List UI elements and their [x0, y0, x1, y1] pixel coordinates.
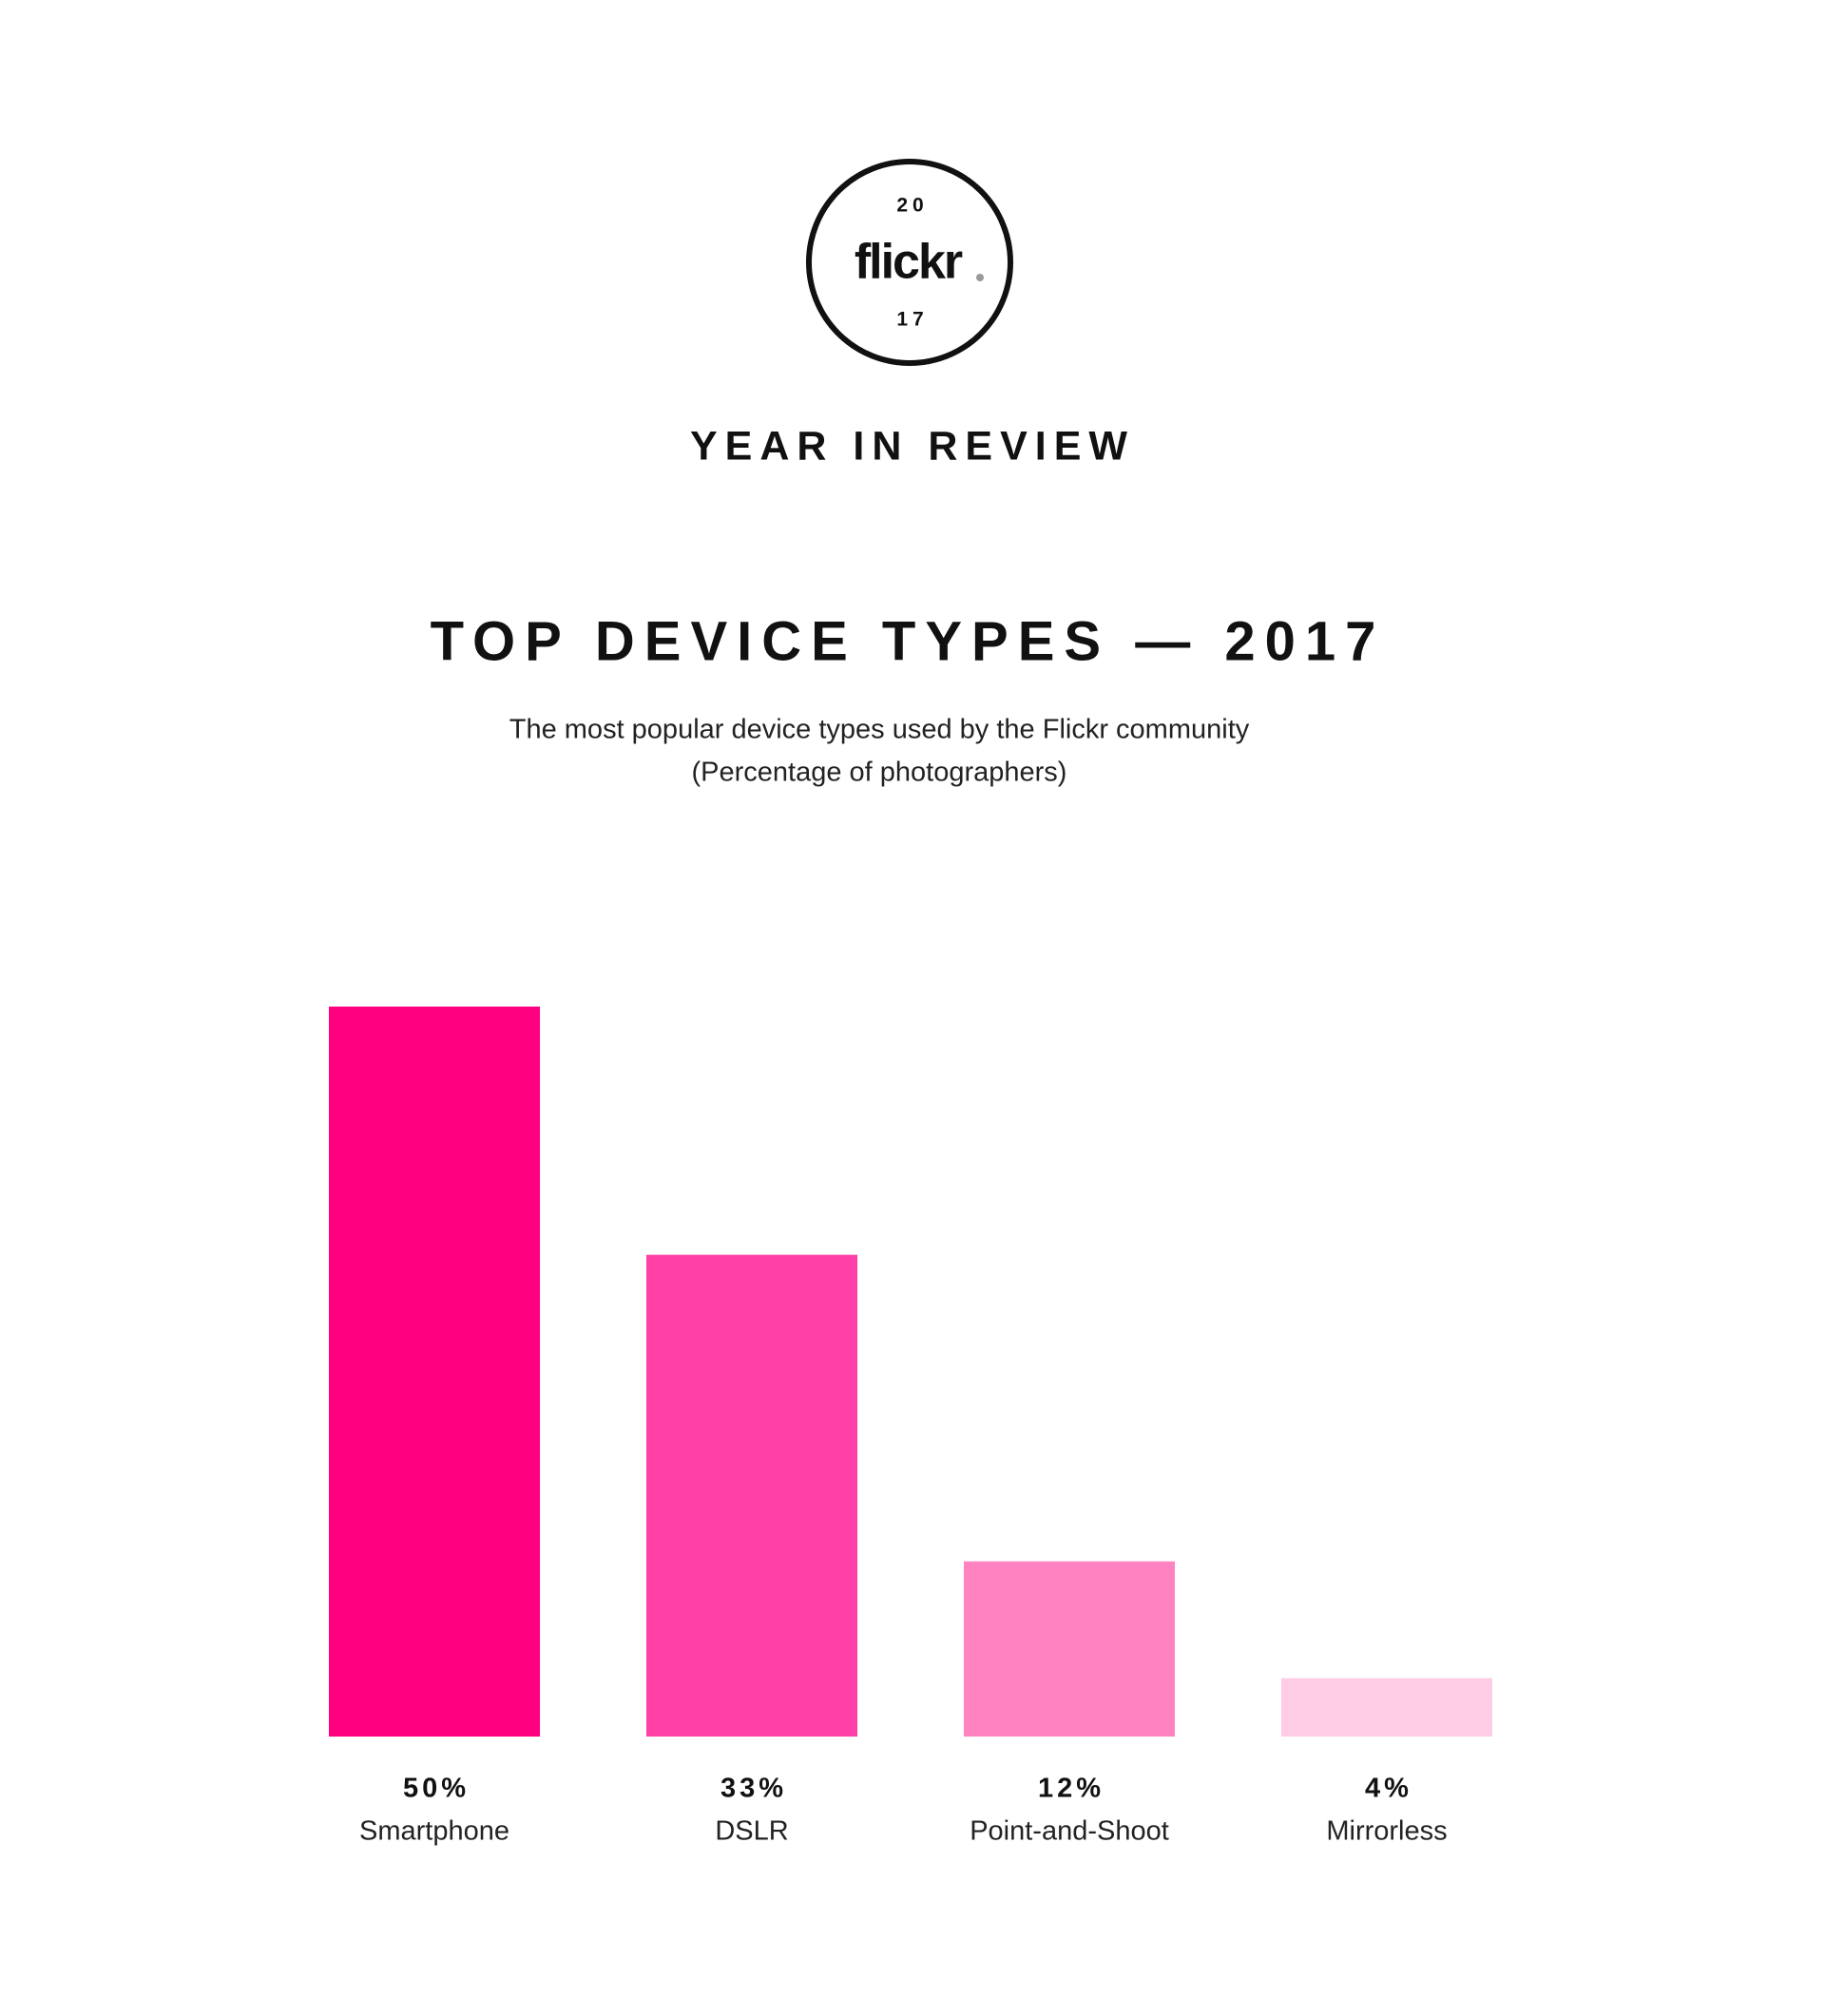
- category-label: Point-and-Shoot: [970, 1816, 1169, 1847]
- bar: [964, 1561, 1175, 1737]
- logo-bottom: 17: [896, 309, 928, 331]
- chart-title: TOP DEVICE TYPES — 2017: [431, 610, 1386, 672]
- logo-top: 20: [896, 195, 928, 217]
- value-label: 4%: [1365, 1774, 1412, 1804]
- logo-ring: [806, 159, 1013, 366]
- category-label: Mirrorless: [1326, 1816, 1447, 1847]
- value-label: 33%: [720, 1774, 787, 1804]
- chart-subtitle: The most popular device types used by th…: [509, 715, 1250, 745]
- value-label: 12%: [1038, 1774, 1105, 1804]
- logo-word: flickr: [855, 235, 963, 290]
- bar: [329, 1007, 540, 1737]
- bar: [1281, 1678, 1492, 1737]
- chart-subtitle: (Percentage of photographers): [692, 758, 1067, 788]
- header-title: YEAR IN REVIEW: [690, 423, 1135, 469]
- category-label: DSLR: [715, 1816, 788, 1847]
- value-label: 50%: [403, 1774, 470, 1804]
- category-label: Smartphone: [359, 1816, 509, 1847]
- bar: [646, 1255, 857, 1737]
- logo-dot: [976, 274, 984, 281]
